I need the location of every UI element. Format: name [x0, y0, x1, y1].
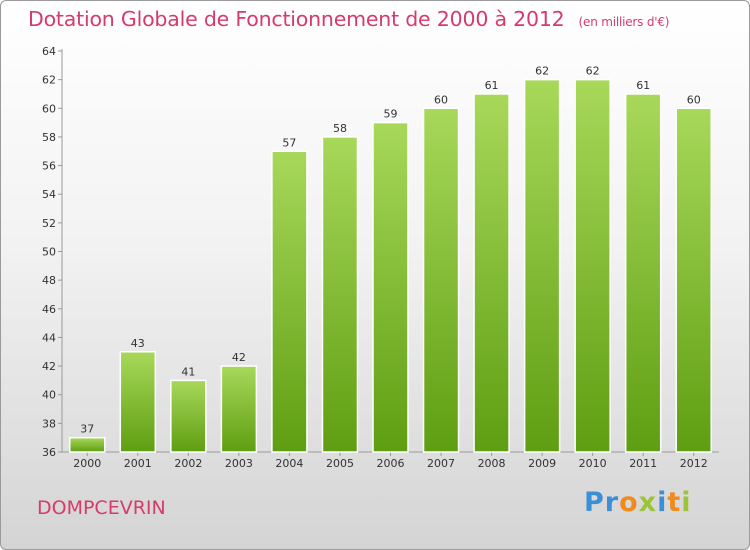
y-tick-label: 36: [42, 446, 56, 459]
y-tick-label: 38: [42, 417, 56, 430]
bar-2007: [422, 107, 460, 453]
x-tick-label: 2003: [225, 457, 253, 470]
y-tick-label: 58: [42, 131, 56, 144]
bar-2012: [675, 107, 712, 453]
chart-subtitle: (en milliers d'€): [578, 15, 670, 29]
bar-2005: [321, 136, 359, 453]
y-tick-label: 64: [42, 45, 56, 58]
x-tick-label: 2000: [73, 457, 101, 470]
bar-2008: [473, 93, 510, 453]
x-tick-label: 2005: [326, 457, 354, 470]
y-tick-label: 60: [42, 102, 56, 115]
bar-2009: [523, 78, 561, 453]
bar-value-label: 37: [80, 423, 94, 436]
x-tick-label: 2002: [174, 457, 202, 470]
proxiti-logo: Proxiti: [584, 487, 692, 518]
x-tick-label: 2006: [377, 457, 405, 470]
bar-2004: [271, 150, 308, 453]
y-tick-label: 50: [42, 246, 56, 259]
y-tick-label: 56: [42, 160, 56, 173]
x-tick-label: 2008: [478, 457, 506, 470]
bar-2002: [170, 379, 207, 453]
x-tick-label: 2009: [528, 457, 556, 470]
bar-2006: [372, 121, 409, 453]
town-name: DOMPCEVRIN: [37, 497, 166, 519]
bar-value-label: 43: [131, 337, 145, 350]
chart-title-text: Dotation Globale de Fonctionnement de 20…: [28, 7, 565, 31]
y-tick-label: 52: [42, 217, 56, 230]
bar-value-label: 62: [586, 65, 600, 78]
y-tick-label: 46: [42, 303, 56, 316]
bar-value-label: 57: [282, 136, 296, 149]
y-tick-label: 40: [42, 389, 56, 402]
chart-title: Dotation Globale de Fonctionnement de 20…: [28, 7, 669, 31]
x-tick-label: 2011: [629, 457, 657, 470]
x-tick-label: 2004: [275, 457, 303, 470]
bar-value-label: 62: [535, 65, 549, 78]
bar-value-label: 41: [181, 365, 195, 378]
bar-2011: [624, 93, 662, 453]
bar-value-label: 58: [333, 122, 347, 135]
bar-2001: [119, 351, 157, 453]
y-tick-label: 44: [42, 331, 56, 344]
x-tick-label: 2012: [680, 457, 708, 470]
bar-value-label: 61: [636, 79, 650, 92]
bar-value-label: 42: [232, 351, 246, 364]
bar-value-label: 60: [434, 93, 448, 106]
x-tick-label: 2007: [427, 457, 455, 470]
y-tick-label: 42: [42, 360, 56, 373]
y-tick-label: 48: [42, 274, 56, 287]
bar-value-label: 61: [485, 79, 499, 92]
y-tick-label: 62: [42, 74, 56, 87]
bar-2010: [574, 78, 611, 453]
y-tick-label: 54: [42, 188, 56, 201]
bar-2000: [69, 436, 106, 453]
bar-2003: [220, 365, 258, 453]
bar-value-label: 59: [384, 108, 398, 121]
x-tick-label: 2010: [579, 457, 607, 470]
bar-value-label: 60: [687, 93, 701, 106]
x-tick-label: 2001: [124, 457, 152, 470]
